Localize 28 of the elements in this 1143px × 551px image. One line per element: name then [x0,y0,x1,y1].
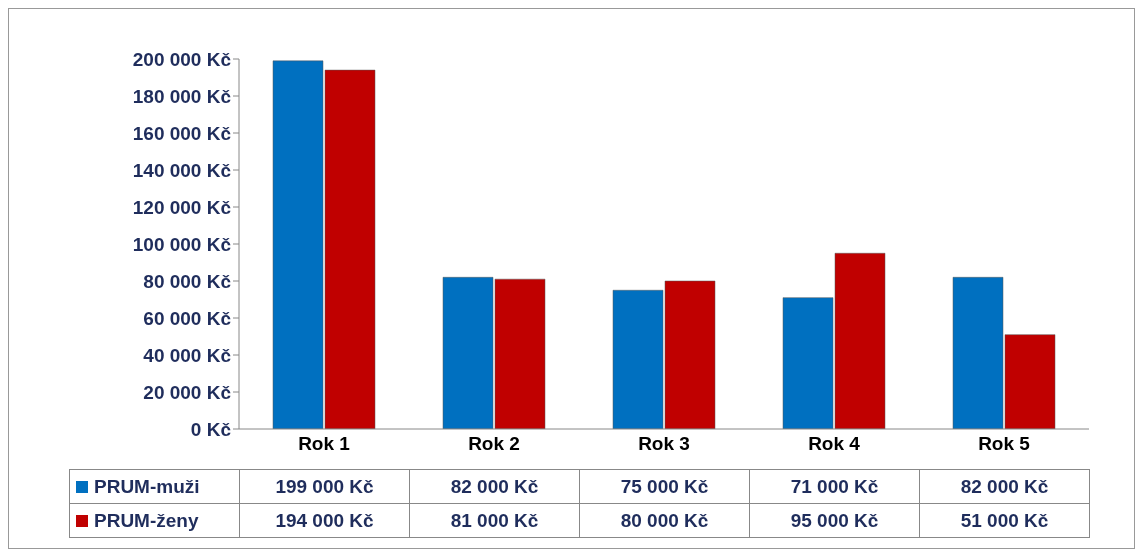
x-tick-label: Rok 3 [638,433,690,455]
data-label: 82 000 Kč [919,469,1090,504]
data-label: 51 000 Kč [919,503,1090,538]
x-tick-label: Rok 2 [468,433,520,455]
x-tick-label: Rok 5 [978,433,1031,455]
data-label: 81 000 Kč [409,503,580,538]
y-tick-label: 140 000 Kč [132,159,232,181]
legend-label: PRUM-ženy [69,503,240,538]
data-label: 95 000 Kč [749,503,920,538]
y-tick-label: 120 000 Kč [132,196,232,218]
y-tick-label: 160 000 Kč [132,122,232,144]
y-tick-label: 200 000 Kč [132,48,232,70]
y-tick-label: 180 000 Kč [132,85,232,107]
y-tick-label: 40 000 Kč [143,344,232,366]
legend-label: PRUM-muži [69,469,240,504]
x-tick-label: Rok 1 [298,433,351,455]
x-tick-label: Rok 4 [808,433,861,455]
y-tick-label: 0 Kč [190,418,232,440]
y-tick-label: 20 000 Kč [143,381,232,403]
y-tick-label: 80 000 Kč [143,270,232,292]
data-label: 80 000 Kč [579,503,750,538]
data-label: 199 000 Kč [239,469,410,504]
y-tick-label: 100 000 Kč [132,233,232,255]
data-label: 82 000 Kč [409,469,580,504]
data-label: 75 000 Kč [579,469,750,504]
y-tick-label: 60 000 Kč [143,307,232,329]
data-label: 71 000 Kč [749,469,920,504]
data-label: 194 000 Kč [239,503,410,538]
